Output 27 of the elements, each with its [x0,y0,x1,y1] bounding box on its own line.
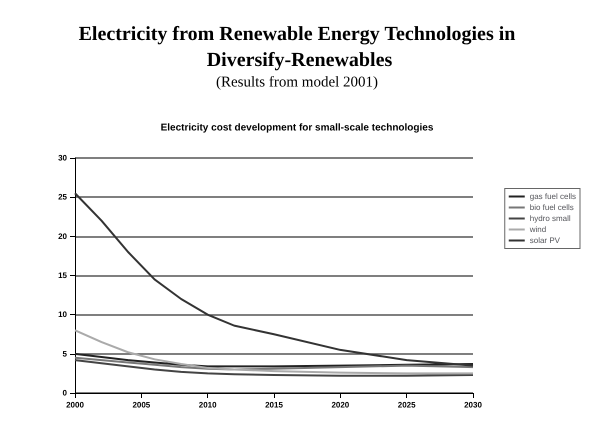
y-tick-label: 20 [58,232,68,241]
x-tick-label: 2015 [265,400,284,410]
x-tick-label: 2010 [198,400,218,410]
x-tick-label: 2020 [331,400,350,410]
legend-label: hydro small [530,214,571,223]
line-series [74,359,474,377]
y-tick-label: 15 [58,271,68,280]
chart-title: Electricity from Renewable Energy Technologies in Diversify-Renewables [78,23,516,71]
y-tick-label: 0 [62,388,68,398]
legend-label: bio fuel cells [530,203,574,212]
legend-label: gas fuel cells [530,192,576,201]
y-tick-label: 30 [58,154,68,162]
y-tick-label: 25 [58,192,68,202]
x-tick-label: 2005 [132,400,151,410]
legend-label: wind [528,225,546,234]
line-series [74,356,474,370]
line-series [74,192,474,367]
line-series [74,329,474,374]
x-tick-label: 2000 [66,400,84,410]
legend-label: solar PV [530,236,561,245]
y-tick-label: 10 [58,310,68,320]
x-tick-label: 2030 [464,400,482,410]
chart-subtitle: (Results from model 2001) [216,74,378,90]
text: Electricity cost development for small-scale technologies [160,122,434,134]
y-tick-label: 5 [62,349,68,358]
line-series [74,352,474,368]
x-tick-label: 2025 [398,400,416,410]
